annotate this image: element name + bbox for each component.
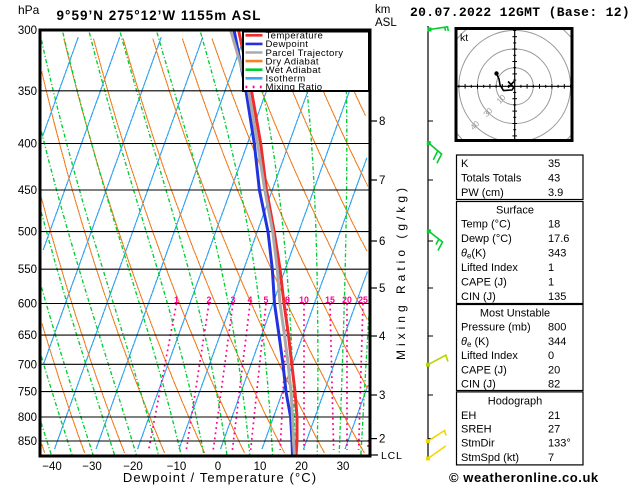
- svg-text:0: 0: [548, 350, 554, 362]
- svg-text:Pressure (mb): Pressure (mb): [461, 322, 531, 334]
- svg-text:ASL: ASL: [375, 17, 397, 29]
- svg-text:SREH: SREH: [461, 424, 492, 436]
- svg-text:343: 343: [548, 248, 566, 260]
- svg-text:400: 400: [18, 139, 37, 151]
- svg-text:4: 4: [379, 331, 386, 343]
- svg-text:Mixing Ratio (g/kg): Mixing Ratio (g/kg): [394, 184, 408, 360]
- svg-text:17.6: 17.6: [548, 233, 569, 245]
- svg-text:3.9: 3.9: [548, 187, 563, 199]
- svg-text:−30: −30: [82, 461, 102, 473]
- svg-text:−20: −20: [123, 461, 143, 473]
- svg-text:82: 82: [548, 379, 560, 391]
- svg-text:850: 850: [18, 436, 37, 448]
- svg-text:Isotherm: Isotherm: [266, 74, 306, 85]
- svg-text:1: 1: [174, 295, 179, 305]
- svg-text:600: 600: [18, 299, 37, 311]
- svg-text:CAPE (J): CAPE (J): [461, 365, 507, 377]
- svg-text:StmDir: StmDir: [461, 438, 495, 450]
- svg-text:43: 43: [548, 172, 560, 184]
- svg-text:2: 2: [379, 434, 385, 446]
- svg-text:−40: −40: [42, 461, 62, 473]
- svg-text:CIN (J): CIN (J): [461, 291, 496, 303]
- svg-text:Hodograph: Hodograph: [488, 396, 542, 408]
- svg-text:30: 30: [337, 461, 350, 473]
- svg-text:650: 650: [18, 330, 37, 342]
- svg-text:21: 21: [548, 410, 560, 422]
- svg-text:350: 350: [18, 86, 37, 98]
- svg-text:km: km: [375, 4, 390, 16]
- svg-text:7: 7: [379, 175, 385, 187]
- svg-text:Temp (°C): Temp (°C): [461, 219, 511, 231]
- svg-text:LCL: LCL: [381, 450, 403, 462]
- svg-text:3: 3: [379, 390, 385, 402]
- svg-text:Dry Adiabat: Dry Adiabat: [266, 56, 319, 67]
- svg-text:CAPE (J): CAPE (J): [461, 277, 507, 289]
- svg-text:Most Unstable: Most Unstable: [480, 308, 550, 320]
- svg-text:θe (K): θe (K): [461, 336, 489, 349]
- svg-text:2: 2: [207, 295, 212, 305]
- svg-text:10: 10: [299, 295, 309, 305]
- svg-text:1: 1: [548, 262, 554, 274]
- svg-text:θe(K): θe(K): [461, 248, 486, 261]
- svg-text:Surface: Surface: [496, 205, 534, 217]
- svg-text:PW (cm): PW (cm): [461, 187, 504, 199]
- svg-text:500: 500: [18, 227, 37, 239]
- svg-text:550: 550: [18, 264, 37, 276]
- svg-text:hPa: hPa: [18, 3, 40, 17]
- svg-text:5: 5: [264, 295, 269, 305]
- svg-text:Mixing Ratio: Mixing Ratio: [266, 82, 323, 93]
- svg-text:344: 344: [548, 336, 566, 348]
- svg-text:750: 750: [18, 387, 37, 399]
- svg-text:800: 800: [548, 322, 566, 334]
- svg-text:5: 5: [379, 283, 385, 295]
- svg-text:StmSpd (kt): StmSpd (kt): [461, 452, 519, 464]
- svg-text:6: 6: [379, 236, 385, 248]
- svg-text:0: 0: [215, 461, 221, 473]
- svg-text:3: 3: [231, 295, 236, 305]
- svg-text:8: 8: [285, 295, 290, 305]
- svg-text:Parcel Trajectory: Parcel Trajectory: [266, 48, 344, 59]
- svg-text:Lifted Index: Lifted Index: [461, 350, 518, 362]
- svg-text:Dewp (°C): Dewp (°C): [461, 233, 512, 245]
- svg-text:20: 20: [342, 295, 352, 305]
- svg-text:25: 25: [358, 295, 368, 305]
- svg-text:18: 18: [548, 219, 560, 231]
- svg-text:20: 20: [295, 461, 308, 473]
- svg-text:K: K: [461, 158, 469, 170]
- svg-text:135: 135: [548, 291, 566, 303]
- svg-text:9°59’N 275°12’W 1155m ASL: 9°59’N 275°12’W 1155m ASL: [57, 8, 262, 23]
- svg-text:Wet Adiabat: Wet Adiabat: [266, 65, 321, 76]
- svg-text:4: 4: [248, 295, 253, 305]
- svg-text:8: 8: [379, 116, 385, 128]
- svg-text:15: 15: [325, 295, 335, 305]
- svg-text:20.07.2022 12GMT (Base: 12): 20.07.2022 12GMT (Base: 12): [410, 5, 629, 20]
- svg-text:−10: −10: [167, 461, 187, 473]
- svg-text:© weatheronline.co.uk: © weatheronline.co.uk: [449, 470, 599, 485]
- svg-text:CIN (J): CIN (J): [461, 379, 496, 391]
- svg-text:Temperature: Temperature: [266, 31, 324, 42]
- svg-text:Lifted Index: Lifted Index: [461, 262, 518, 274]
- svg-text:27: 27: [548, 424, 560, 436]
- svg-text:35: 35: [548, 158, 560, 170]
- svg-text:1: 1: [548, 277, 554, 289]
- svg-text:300: 300: [18, 25, 37, 37]
- svg-text:450: 450: [18, 185, 37, 197]
- svg-text:7: 7: [548, 452, 554, 464]
- svg-text:10: 10: [254, 461, 267, 473]
- svg-text:Dewpoint: Dewpoint: [266, 39, 309, 50]
- svg-text:EH: EH: [461, 410, 476, 422]
- svg-text:133°: 133°: [548, 438, 571, 450]
- svg-text:kt: kt: [460, 32, 468, 44]
- svg-text:Totals Totals: Totals Totals: [461, 172, 522, 184]
- svg-text:700: 700: [18, 359, 37, 371]
- svg-text:Dewpoint / Temperature (°C): Dewpoint / Temperature (°C): [123, 470, 317, 485]
- svg-text:20: 20: [548, 365, 560, 377]
- svg-text:800: 800: [18, 412, 37, 424]
